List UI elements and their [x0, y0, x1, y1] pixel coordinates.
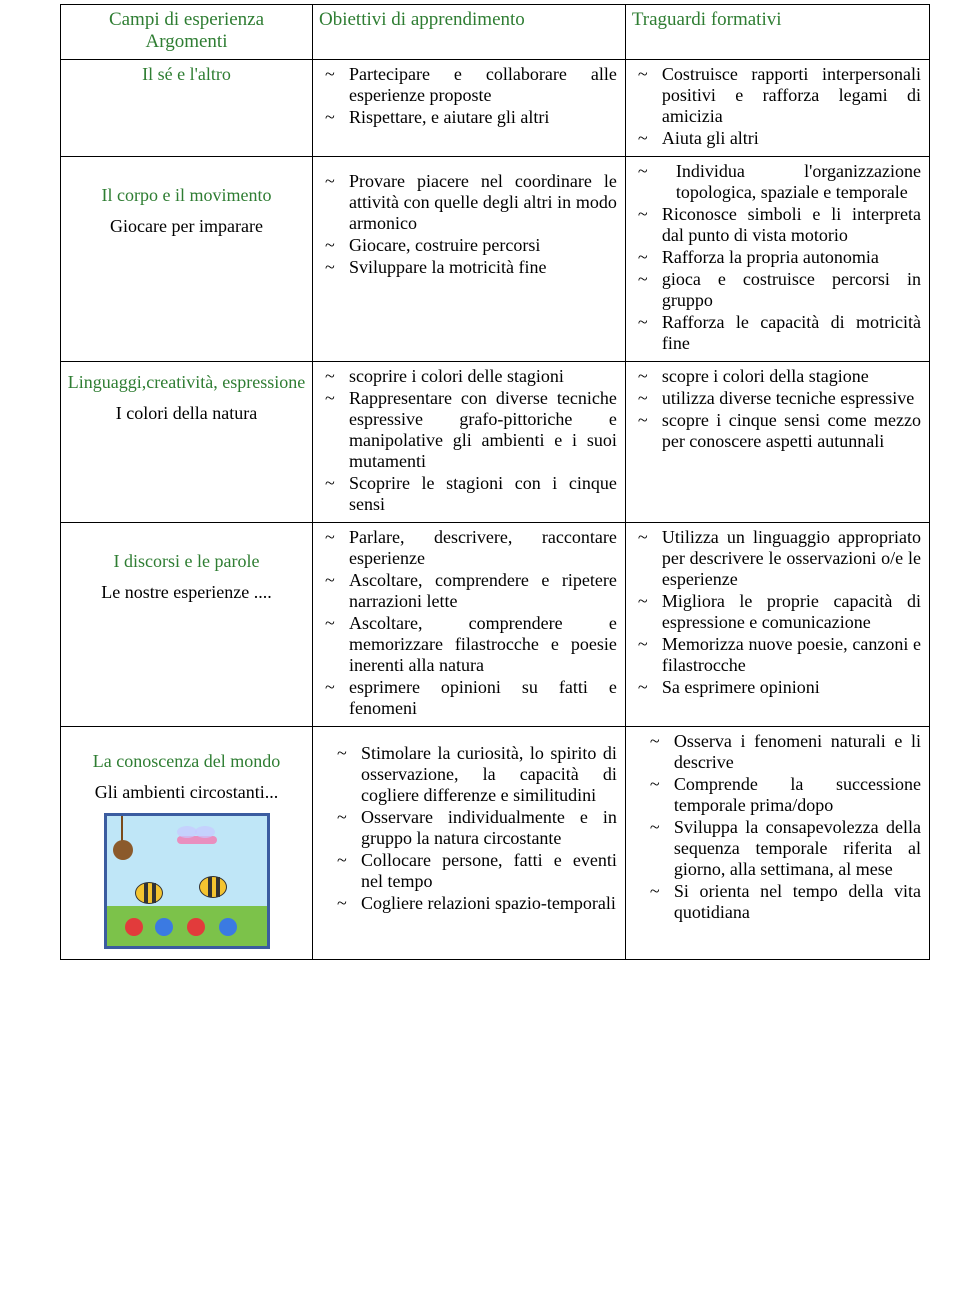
objective-item: Osservare individualmente e in gruppo la… [355, 807, 617, 849]
row-objectives-cell: scoprire i colori delle stagioni Rappres… [313, 362, 626, 523]
outcomes-list: Utilizza un linguaggio appropriato per d… [632, 527, 923, 698]
row-title-green: I discorsi e le parole [67, 551, 306, 572]
outcome-item: gioca e costruisce percorsi in gruppo [656, 269, 921, 311]
outcome-item: Rafforza la propria autonomia [656, 247, 921, 268]
header-col2: Obiettivi di apprendimento [313, 5, 626, 60]
row-title-green: Linguaggi,creatività, espressione [67, 372, 306, 393]
row-objectives-cell: Provare piacere nel coordinare le attivi… [313, 157, 626, 362]
objective-item: Ascoltare, comprendere e memorizzare fil… [343, 613, 617, 676]
table-row: Linguaggi,creatività, espressione I colo… [61, 362, 930, 523]
outcome-item: Costruisce rapporti interpersonali posit… [656, 64, 921, 127]
row-topic-cell: Il corpo e il movimento Giocare per impa… [61, 157, 313, 362]
header-col2-text: Obiettivi di apprendimento [319, 9, 525, 30]
objectives-list: Parlare, descrivere, raccontare esperien… [319, 527, 619, 719]
outcomes-list: scopre i colori della stagione utilizza … [632, 366, 923, 452]
page: Campi di esperienza Argomenti Obiettivi … [0, 0, 960, 964]
objective-item: Rispettare, e aiutare gli altri [343, 107, 617, 128]
table-row: La conoscenza del mondo Gli ambienti cir… [61, 727, 930, 960]
objectives-list: Provare piacere nel coordinare le attivi… [319, 171, 619, 278]
objective-item: Giocare, costruire percorsi [343, 235, 617, 256]
row-subtitle: Gli ambienti circostanti... [67, 782, 306, 803]
row-topic-cell: I discorsi e le parole Le nostre esperie… [61, 523, 313, 727]
outcome-item: Sa esprimere opinioni [656, 677, 921, 698]
nature-illustration [104, 813, 270, 949]
outcome-item: scopre i cinque sensi come mezzo per con… [656, 410, 921, 452]
header-col1: Campi di esperienza Argomenti [61, 5, 313, 60]
table-row: Il corpo e il movimento Giocare per impa… [61, 157, 930, 362]
header-col3-text: Traguardi formativi [632, 9, 782, 30]
row-outcomes-cell: Individua l'organizzazione topologica, s… [625, 157, 929, 362]
objective-item: Stimolare la curiosità, lo spirito di os… [355, 743, 617, 806]
outcome-item: Aiuta gli altri [656, 128, 921, 149]
row-topic-cell: Il sé e l'altro [61, 60, 313, 157]
objective-item: Collocare persone, fatti e eventi nel te… [355, 850, 617, 892]
objective-item: Provare piacere nel coordinare le attivi… [343, 171, 617, 234]
outcome-item: Osserva i fenomeni naturali e li descriv… [668, 731, 921, 773]
outcomes-list: Osserva i fenomeni naturali e li descriv… [632, 731, 923, 923]
outcomes-list: Costruisce rapporti interpersonali posit… [632, 64, 923, 149]
objective-item: scoprire i colori delle stagioni [343, 366, 617, 387]
outcome-item: Utilizza un linguaggio appropriato per d… [656, 527, 921, 590]
row-title-green: La conoscenza del mondo [67, 751, 306, 772]
row-objectives-cell: Partecipare e collaborare alle esperienz… [313, 60, 626, 157]
objective-item: Ascoltare, comprendere e ripetere narraz… [343, 570, 617, 612]
header-col3: Traguardi formativi [625, 5, 929, 60]
row-subtitle: I colori della natura [67, 403, 306, 424]
row-outcomes-cell: Osserva i fenomeni naturali e li descriv… [625, 727, 929, 960]
row-objectives-cell: Parlare, descrivere, raccontare esperien… [313, 523, 626, 727]
objective-item: Rappresentare con diverse tecniche espre… [343, 388, 617, 472]
row-objectives-cell: Stimolare la curiosità, lo spirito di os… [313, 727, 626, 960]
table-header-row: Campi di esperienza Argomenti Obiettivi … [61, 5, 930, 60]
outcome-item: Si orienta nel tempo della vita quotidia… [668, 881, 921, 923]
header-col1-line1: Campi di esperienza [67, 9, 306, 31]
header-col1-line2: Argomenti [67, 31, 306, 53]
row-outcomes-cell: scopre i colori della stagione utilizza … [625, 362, 929, 523]
outcome-item: Sviluppa la consapevolezza della sequenz… [668, 817, 921, 880]
row-title-green: Il sé e l'altro [67, 64, 306, 85]
row-subtitle: Giocare per imparare [67, 216, 306, 237]
outcome-item: utilizza diverse tecniche espressive [656, 388, 921, 409]
objectives-list: Partecipare e collaborare alle esperienz… [319, 64, 619, 128]
outcome-item: Individua l'organizzazione topologica, s… [656, 161, 921, 203]
objectives-list: scoprire i colori delle stagioni Rappres… [319, 366, 619, 515]
objective-item: Parlare, descrivere, raccontare esperien… [343, 527, 617, 569]
objective-item: esprimere opinioni su fatti e fenomeni [343, 677, 617, 719]
table-row: I discorsi e le parole Le nostre esperie… [61, 523, 930, 727]
curriculum-table: Campi di esperienza Argomenti Obiettivi … [60, 4, 930, 960]
row-outcomes-cell: Costruisce rapporti interpersonali posit… [625, 60, 929, 157]
objective-item: Cogliere relazioni spazio-temporali [355, 893, 617, 914]
objective-item: Sviluppare la motricità fine [343, 257, 617, 278]
row-topic-cell: La conoscenza del mondo Gli ambienti cir… [61, 727, 313, 960]
outcome-item: scopre i colori della stagione [656, 366, 921, 387]
objective-item: Scoprire le stagioni con i cinque sensi [343, 473, 617, 515]
outcome-item: Memorizza nuove poesie, canzoni e filast… [656, 634, 921, 676]
outcome-item: Comprende la successione temporale prima… [668, 774, 921, 816]
outcome-item: Rafforza le capacità di motricità fine [656, 312, 921, 354]
row-subtitle: Le nostre esperienze .... [67, 582, 306, 603]
row-outcomes-cell: Utilizza un linguaggio appropriato per d… [625, 523, 929, 727]
row-title-green: Il corpo e il movimento [67, 185, 306, 206]
outcomes-list: Individua l'organizzazione topologica, s… [632, 161, 923, 354]
table-row: Il sé e l'altro Partecipare e collaborar… [61, 60, 930, 157]
objectives-list: Stimolare la curiosità, lo spirito di os… [319, 743, 619, 914]
outcome-item: Riconosce simboli e li interpreta dal pu… [656, 204, 921, 246]
outcome-item: Migliora le proprie capacità di espressi… [656, 591, 921, 633]
objective-item: Partecipare e collaborare alle esperienz… [343, 64, 617, 106]
row-topic-cell: Linguaggi,creatività, espressione I colo… [61, 362, 313, 523]
